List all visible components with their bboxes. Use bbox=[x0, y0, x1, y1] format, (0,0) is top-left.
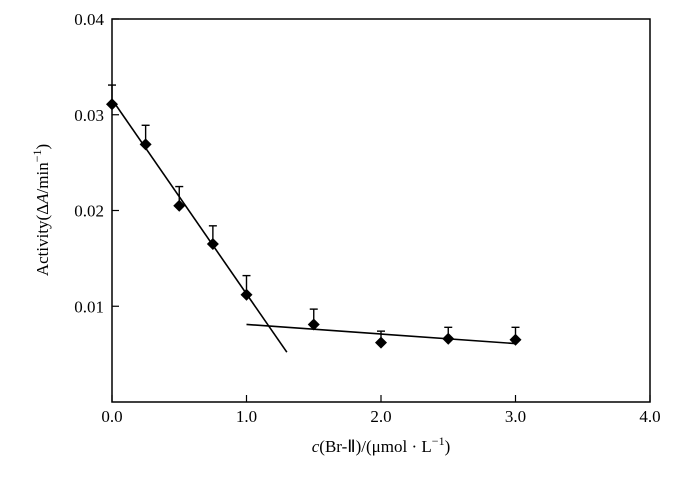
x-tick-label: 1.0 bbox=[236, 407, 257, 426]
x-tick-label: 2.0 bbox=[370, 407, 391, 426]
x-tick-label: 3.0 bbox=[505, 407, 526, 426]
ticks-layer: 0.0 1.0 2.0 3.0 4.0 0.01 0.02 0.03 0.04 bbox=[74, 10, 660, 426]
error-bars bbox=[108, 84, 520, 343]
data-point bbox=[206, 238, 219, 251]
data-point bbox=[139, 138, 152, 151]
data-markers bbox=[106, 98, 522, 349]
data-point bbox=[173, 199, 186, 212]
data-point bbox=[106, 98, 118, 111]
data-point bbox=[307, 318, 320, 331]
fit-line bbox=[111, 98, 288, 353]
y-tick-label: 0.02 bbox=[74, 202, 104, 221]
x-tick-label: 4.0 bbox=[639, 407, 660, 426]
y-axis-title: Activity(ΔA/min−1) bbox=[30, 144, 52, 276]
data-point bbox=[375, 336, 387, 349]
data-point bbox=[442, 332, 455, 345]
data-point bbox=[240, 288, 253, 301]
y-tick-label: 0.03 bbox=[74, 106, 104, 125]
data-point bbox=[509, 333, 522, 346]
x-axis-title: c(Br-Ⅱ)/(μmol · L−1) bbox=[312, 434, 451, 456]
x-tick-label: 0.0 bbox=[101, 407, 122, 426]
y-tick-label: 0.01 bbox=[74, 297, 104, 316]
y-tick-label: 0.04 bbox=[74, 10, 104, 29]
